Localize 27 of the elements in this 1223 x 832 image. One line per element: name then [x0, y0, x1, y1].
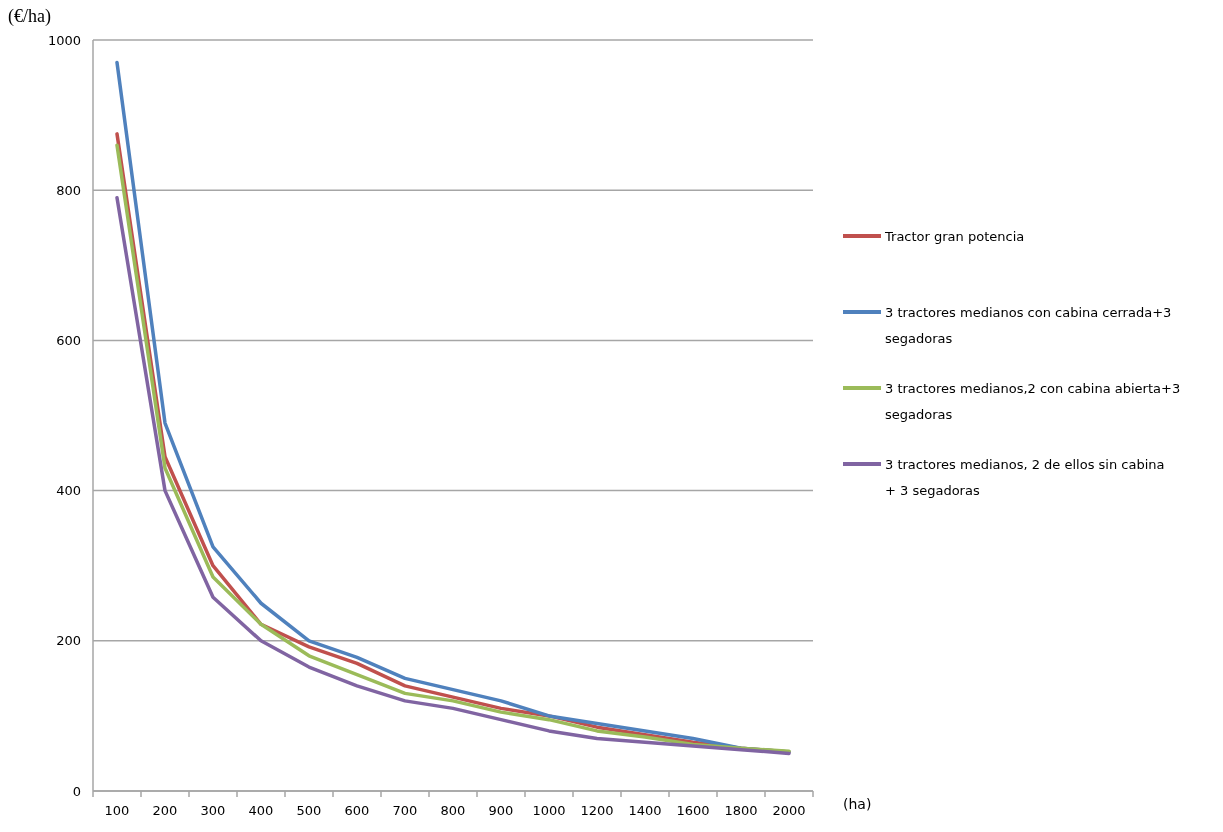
- y-tick-label: 1000: [47, 32, 81, 48]
- x-tick-label: 200: [152, 803, 178, 818]
- y-axis-title: (€/ha): [8, 6, 51, 27]
- x-tick-label: 1800: [724, 803, 758, 818]
- x-tick-label: 1600: [676, 803, 710, 818]
- x-tick-label: 1200: [580, 803, 614, 818]
- y-tick-label: 0: [72, 783, 81, 799]
- legend-label: 3 tractores medianos con cabina cerrada+3 segadoras: [885, 304, 1172, 346]
- x-tick-label: 1400: [628, 803, 662, 818]
- y-tick-label: 400: [56, 483, 81, 499]
- y-tick-label: 800: [56, 182, 81, 198]
- legend-label: 3 tractores medianos, 2 de ellos sin cabina + 3 segadoras: [885, 456, 1165, 498]
- legend-label: 3 tractores medianos,2 con cabina abierta+3 segadoras: [885, 380, 1181, 422]
- legend-label: Tractor gran potencia: [884, 228, 1025, 244]
- x-tick-label: 100: [104, 803, 130, 818]
- x-tick-label: 600: [344, 803, 370, 818]
- x-tick-label: 700: [392, 803, 418, 818]
- x-tick-label: 1000: [532, 803, 566, 818]
- x-axis-title: (ha): [843, 796, 872, 812]
- y-tick-label: 200: [56, 633, 81, 649]
- x-tick-label: 400: [248, 803, 274, 818]
- x-tick-label: 300: [200, 803, 226, 818]
- x-tick-label: 800: [440, 803, 466, 818]
- x-tick-label: 900: [488, 803, 514, 818]
- y-tick-label: 600: [56, 332, 81, 348]
- x-tick-label: 500: [296, 803, 322, 818]
- x-tick-label: 2000: [772, 803, 806, 818]
